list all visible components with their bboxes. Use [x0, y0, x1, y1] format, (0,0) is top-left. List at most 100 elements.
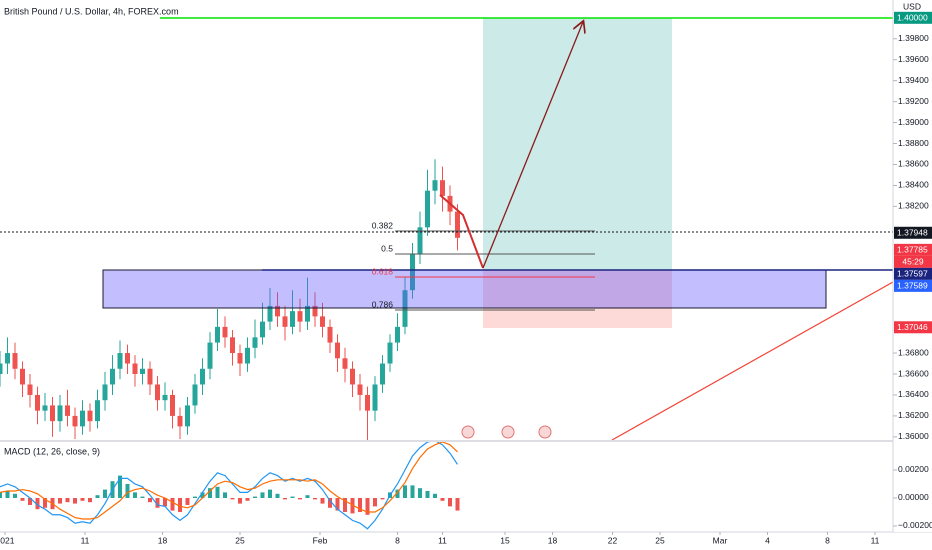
price-label: 1.37046 [897, 322, 928, 332]
price-label-box [894, 267, 932, 280]
histogram-bar [283, 497, 287, 500]
y-tick-label: 1.39400 [898, 75, 929, 85]
demand-zone [102, 269, 827, 309]
x-tick-label: 18 [158, 535, 168, 545]
x-tick-label: 25 [235, 535, 245, 545]
histogram-bar [103, 489, 107, 498]
histogram-bar [230, 497, 235, 500]
candle-body [342, 358, 348, 369]
histogram-bar [268, 489, 272, 498]
price-label: 1.40000 [897, 13, 928, 23]
candle-body [87, 410, 93, 422]
y-tick-label: 1.38600 [898, 159, 929, 169]
candle-body [0, 363, 3, 374]
price-label-box [894, 11, 932, 24]
histogram-bar [418, 488, 422, 498]
x-tick-label: 4 [765, 535, 770, 545]
histogram-bar [13, 493, 17, 498]
histogram-bar [148, 497, 152, 503]
candle-body [297, 311, 303, 322]
histogram-bar [35, 497, 40, 510]
histogram-bar [223, 492, 227, 498]
histogram-bar [118, 475, 122, 498]
candle-body [147, 368, 153, 385]
candle-body [155, 384, 160, 401]
y-tick-label: 1.39800 [898, 33, 929, 43]
price-label-box [894, 321, 932, 334]
histogram-bar [380, 497, 385, 500]
histogram-bar [350, 497, 355, 514]
candle-body [12, 353, 18, 369]
candle-body [350, 368, 355, 385]
event-icon[interactable] [538, 425, 552, 439]
candle-body [252, 337, 258, 348]
fib-label: 0.382 [372, 220, 394, 230]
candle-body [455, 211, 460, 238]
histogram-bar [455, 497, 460, 511]
candle-body [395, 326, 400, 343]
candle-body [42, 405, 48, 411]
candle-body [425, 190, 430, 228]
histogram-bar [298, 497, 302, 500]
candle-body [192, 384, 198, 406]
signal-line [0, 442, 458, 520]
candle-body [282, 316, 288, 327]
candle-body [50, 405, 55, 422]
histogram-bar [58, 497, 62, 504]
candle-body [177, 415, 183, 427]
histogram-bar [65, 497, 70, 503]
histogram-bar [403, 485, 407, 498]
histogram-bar [28, 497, 32, 505]
price-label-box [894, 243, 932, 256]
candle-body [417, 227, 423, 254]
candle-body [110, 368, 115, 385]
histogram-bar [290, 496, 295, 498]
price-label: 1.37785 [897, 245, 928, 255]
histogram-bar [433, 493, 437, 498]
candle-body [402, 290, 408, 327]
price-label-box [894, 279, 932, 292]
y-tick-label: 1.36200 [898, 410, 929, 420]
candle-body [185, 405, 190, 427]
x-tick-label: 11 [438, 535, 447, 545]
candle-body [200, 368, 205, 385]
candle-layer [0, 159, 460, 440]
histogram-bar [133, 492, 137, 498]
candle-body [387, 342, 393, 364]
candle-body [27, 384, 33, 395]
x-tick-label: 18 [548, 535, 558, 545]
candle-body [245, 347, 250, 364]
histogram-bar [155, 497, 160, 508]
histogram-bar [200, 492, 205, 498]
event-icon[interactable] [501, 425, 515, 439]
y-tick-label: 0.00200 [898, 464, 929, 474]
histogram-bar [305, 495, 310, 498]
histogram-bar [238, 497, 242, 504]
candle-body [215, 326, 220, 343]
drawings [0, 17, 893, 440]
y-tick-label: 0.00000 [898, 492, 929, 502]
candle-body [440, 180, 445, 196]
price-label: 1.37597 [897, 269, 928, 279]
price-label: 1.37948 [897, 228, 928, 238]
candle-body [410, 253, 415, 291]
histogram-bar [80, 497, 85, 501]
trend-line [611, 281, 893, 440]
histogram-bar [215, 486, 220, 498]
macd-line [0, 442, 458, 530]
histogram-bar [170, 497, 175, 511]
histogram-bar [335, 497, 340, 511]
fib-label: 0.5 [381, 243, 393, 253]
projection-arrow [482, 22, 583, 269]
histogram-bar [448, 497, 452, 507]
histogram-bar [275, 493, 280, 498]
currency-label: USD [903, 1, 921, 11]
histogram-bar [313, 497, 317, 500]
candle-body [372, 384, 378, 411]
histogram-bar [208, 488, 212, 498]
candle-body [237, 353, 243, 364]
event-icon[interactable] [461, 425, 475, 439]
y-tick-label: 1.39000 [898, 117, 929, 127]
price-label: 1.37589 [897, 281, 928, 291]
